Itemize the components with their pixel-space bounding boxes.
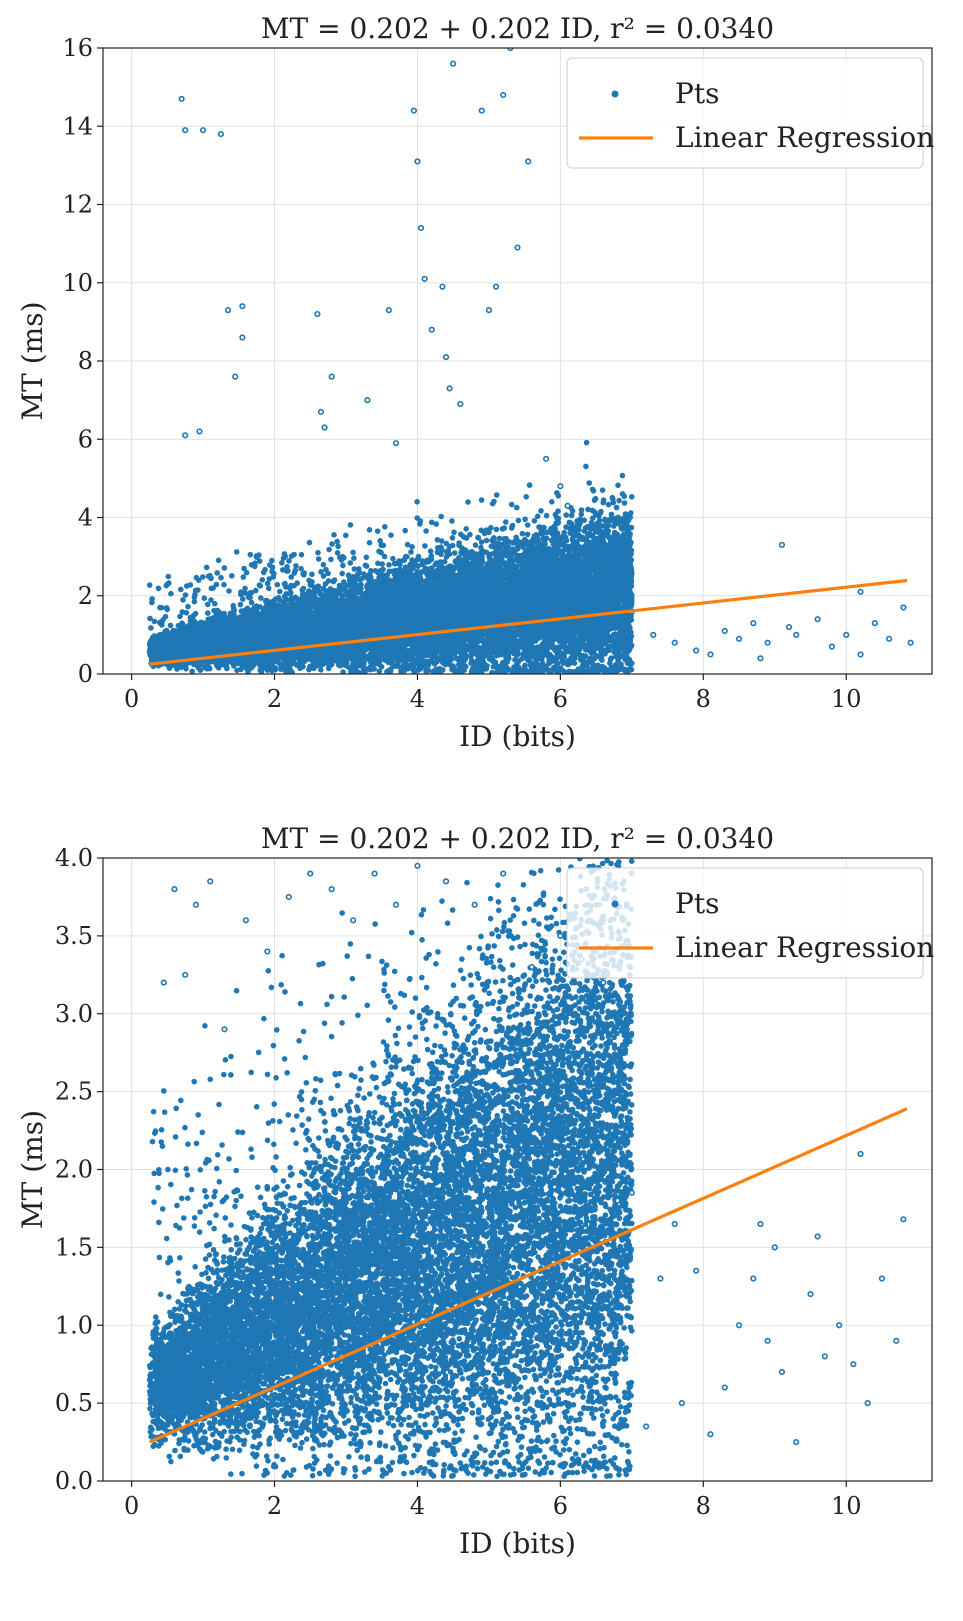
data-point (526, 482, 533, 488)
data-point (180, 597, 186, 603)
data-point (472, 542, 479, 548)
data-point (237, 601, 244, 608)
data-point (201, 595, 208, 601)
data-point (522, 516, 528, 523)
data-point (177, 613, 183, 620)
data-point (274, 581, 281, 588)
data-point (478, 497, 485, 503)
data-point (315, 549, 321, 556)
data-point (351, 566, 358, 572)
data-point (499, 526, 506, 532)
data-point (168, 590, 174, 597)
data-point (221, 565, 228, 571)
data-point (339, 570, 346, 577)
data-point (200, 574, 206, 580)
data-point (218, 574, 224, 581)
data-point (265, 585, 272, 592)
data-point (515, 517, 522, 524)
data-point (616, 497, 622, 504)
data-point (568, 512, 575, 519)
data-point (291, 551, 297, 558)
data-point (451, 529, 457, 536)
data-point (404, 541, 411, 548)
data-point (331, 577, 338, 583)
data-point (621, 500, 628, 506)
data-point (449, 518, 455, 524)
data-point (467, 531, 473, 538)
data-point (331, 531, 337, 538)
data-point (404, 553, 410, 560)
data-point (323, 566, 329, 573)
data-point (531, 517, 538, 524)
data-point (165, 573, 172, 580)
data-point (293, 563, 299, 569)
plot-area (146, 48, 914, 674)
data-point (513, 504, 520, 511)
data-point (315, 556, 322, 562)
data-point (146, 582, 153, 588)
data-point (483, 537, 490, 544)
data-point (278, 559, 285, 566)
data-point (376, 668, 383, 674)
data-point (583, 463, 589, 470)
data-point (286, 558, 292, 564)
data-point (167, 622, 174, 629)
data-point (233, 549, 240, 555)
data-point (351, 555, 357, 561)
data-point (182, 592, 189, 598)
data-point (449, 534, 456, 541)
data-point (563, 512, 569, 518)
data-point (221, 581, 227, 588)
scatter-cloud (146, 439, 635, 674)
data-point (276, 588, 283, 595)
data-point (463, 525, 470, 532)
data-point (240, 596, 246, 602)
data-point (306, 539, 313, 546)
data-point (328, 556, 334, 563)
data-point (590, 487, 597, 494)
data-point (488, 524, 494, 531)
data-point (423, 528, 429, 534)
data-point (586, 480, 592, 486)
data-point (320, 561, 327, 568)
data-point (434, 536, 441, 543)
data-point (508, 501, 515, 508)
data-point (329, 541, 335, 547)
data-point (523, 493, 529, 500)
data-point (395, 663, 402, 670)
